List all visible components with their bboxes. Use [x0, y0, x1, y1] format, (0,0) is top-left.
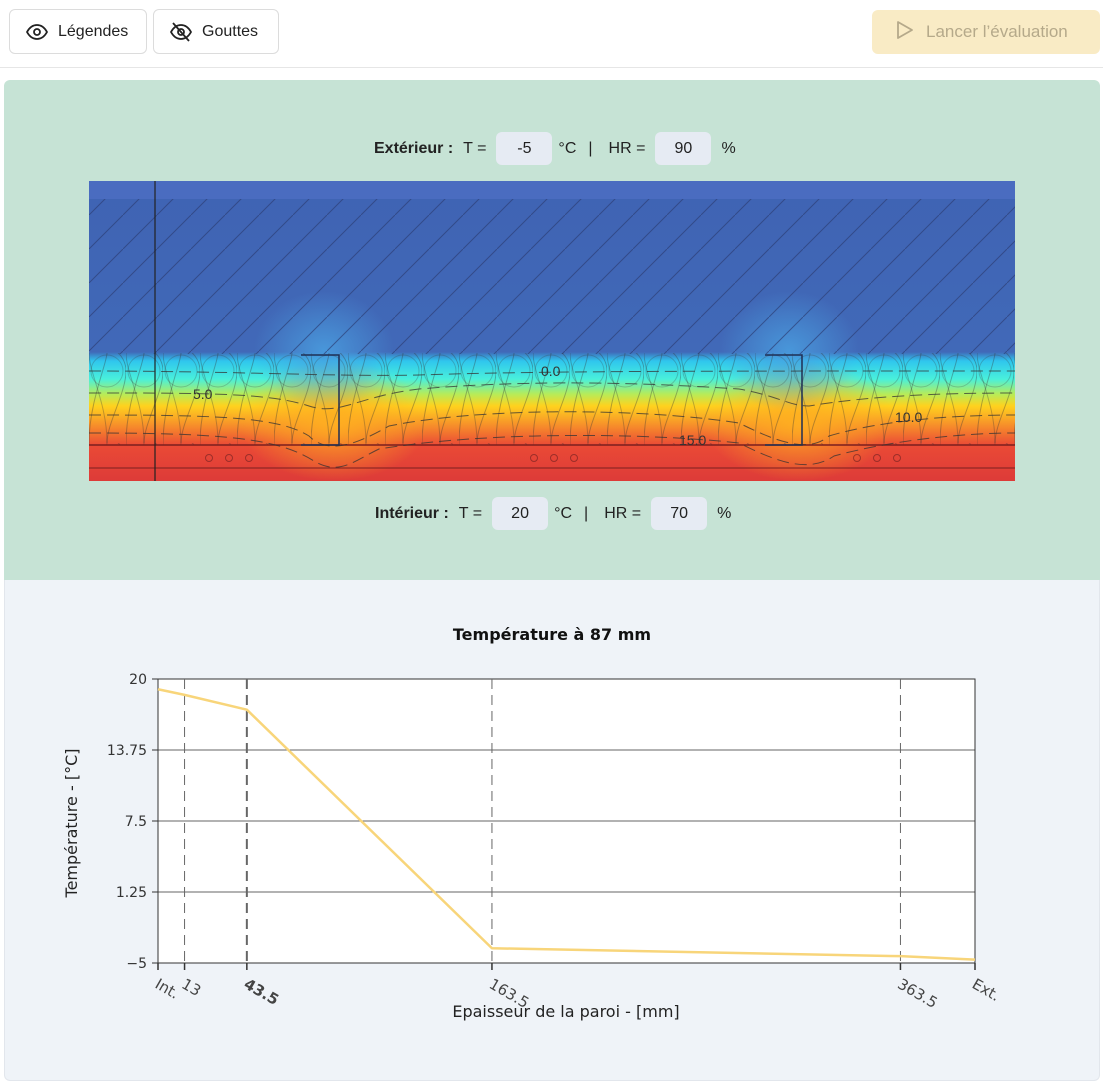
interieur-humidity-input[interactable]: 70: [651, 497, 708, 530]
chart-title: Température à 87 mm: [453, 625, 651, 644]
lancer-evaluation-button[interactable]: Lancer l’évaluation: [872, 10, 1100, 54]
y-tick-label: 7.5: [125, 814, 147, 830]
interieur-label: Intérieur :: [375, 504, 449, 522]
eye-icon: [26, 23, 48, 40]
x-tick-label: 363.5: [894, 975, 940, 1012]
play-icon: [896, 20, 914, 45]
x-tick-label: Int.: [152, 975, 182, 1003]
exterieur-label: Extérieur :: [374, 139, 454, 157]
exterieur-temperature-input[interactable]: -5: [496, 132, 553, 165]
eye-off-icon: [170, 21, 192, 42]
interieur-t-unit: °C: [554, 504, 573, 522]
y-tick-label: −5: [126, 956, 147, 972]
gouttes-button[interactable]: Gouttes: [153, 9, 279, 54]
temperature-chart: Température à 87 mm −5 1.25 7.5 13.75 20 Int…: [62, 625, 1003, 1021]
thermal-map: 0.0 5.0 10.0 15.0: [89, 181, 1015, 481]
interieur-hr-label: HR =: [604, 504, 642, 522]
isotherm-label-15: 15.0: [679, 432, 706, 448]
interieur-hr-unit: %: [717, 504, 732, 522]
exterieur-t-label: T =: [463, 139, 487, 157]
grid-lines: [158, 749, 975, 893]
x-tick-label: Ext.: [969, 975, 1003, 1005]
y-tick-label: 1.25: [116, 885, 147, 901]
temperature-line: [157, 688, 976, 961]
interieur-t-label: T =: [458, 504, 483, 522]
y-tick-label: 13.75: [107, 743, 147, 759]
isotherm-label-5: 5.0: [193, 386, 213, 402]
isotherm-label-0: 0.0: [541, 363, 561, 379]
x-tick-label: 43.5: [241, 975, 282, 1009]
legendes-label: Légendes: [58, 22, 129, 40]
isotherm-label-10: 10.0: [895, 409, 922, 425]
exterieur-conditions: Extérieur : T = -5 °C | HR = 90 %: [374, 132, 736, 165]
x-axis-label: Epaisseur de la paroi - [mm]: [452, 1002, 679, 1021]
exterieur-humidity-input[interactable]: 90: [655, 132, 712, 165]
y-tick-label: 20: [129, 672, 147, 688]
exterieur-separator: |: [588, 139, 593, 157]
exterieur-hr-unit: %: [721, 139, 736, 157]
exterieur-t-unit: °C: [558, 139, 577, 157]
interieur-separator: |: [584, 504, 589, 522]
exterieur-hr-label: HR =: [608, 139, 646, 157]
y-axis-label: Température - [°C]: [62, 749, 81, 899]
x-tick-label: 13: [179, 975, 205, 1000]
lancer-label: Lancer l’évaluation: [926, 22, 1068, 41]
interieur-conditions: Intérieur : T = 20 °C | HR = 70 %: [375, 497, 731, 530]
legendes-button[interactable]: Légendes: [9, 9, 147, 54]
toolbar: Légendes Gouttes Lancer l’évaluation: [0, 0, 1103, 68]
y-ticks: −5 1.25 7.5 13.75 20: [107, 672, 158, 972]
interieur-temperature-input[interactable]: 20: [492, 497, 549, 530]
gouttes-label: Gouttes: [202, 22, 259, 40]
